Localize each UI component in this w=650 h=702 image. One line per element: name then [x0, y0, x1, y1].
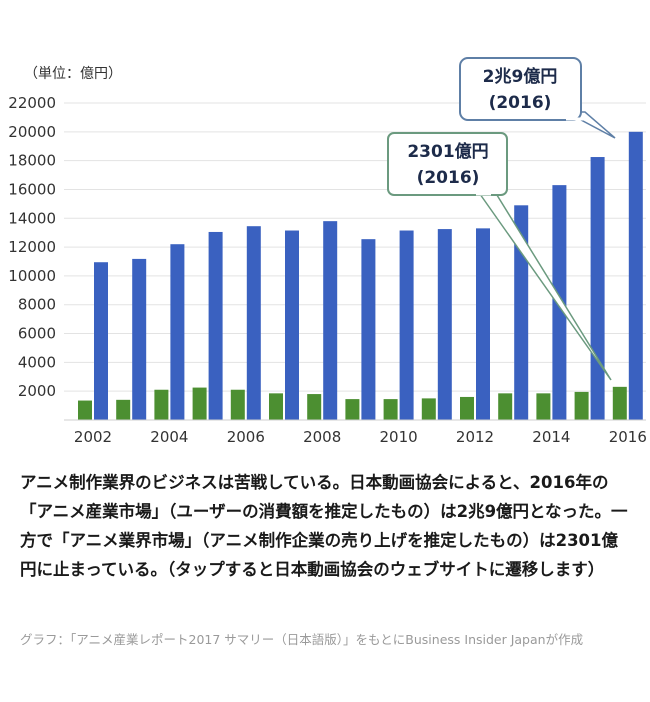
bar-market-2004: [170, 244, 185, 420]
grid-lines: [64, 102, 646, 392]
x-tick-label: 2006: [227, 428, 265, 446]
y-tick-label: 16000: [8, 180, 56, 198]
callout-industry-year: (2016): [417, 168, 480, 188]
bar-industry-2003: [116, 399, 131, 420]
y-tick-label: 8000: [18, 296, 56, 314]
x-tick-label: 2014: [532, 428, 570, 446]
callout-industry-value: 2301億円: [407, 141, 488, 162]
callout-industry: 2301億円 (2016): [387, 132, 612, 381]
bar-market-2013: [514, 205, 529, 420]
bar-industry-2011: [421, 398, 436, 420]
y-tick-label: 14000: [8, 209, 56, 227]
bar-industry-2007: [269, 393, 283, 420]
x-tick-label: 2012: [456, 428, 494, 446]
y-tick-label: 4000: [18, 353, 56, 371]
callout-market: 2兆9億円 (2016): [459, 57, 616, 139]
bar-industry-2005: [192, 387, 207, 420]
x-tick-label: 2010: [380, 428, 418, 446]
y-tick-label: 12000: [8, 238, 56, 256]
unit-label: （単位：億円）: [24, 66, 122, 82]
x-tick-label: 2016: [609, 428, 647, 446]
x-tick-label: 2004: [150, 428, 188, 446]
source-credit: グラフ：「アニメ産業レポート2017 サマリー（日本語版）」をもとにBusine…: [20, 632, 584, 647]
caption[interactable]: アニメ制作業界のビジネスは苦戦している。日本動画協会によると、2016年の「アニ…: [20, 473, 628, 579]
callout-market-value: 2兆9億円: [483, 66, 558, 87]
bar-market-2015: [590, 157, 605, 420]
bar-industry-2002: [78, 400, 92, 420]
bar-industry-2013: [498, 393, 513, 420]
bar-chart[interactable]: （単位：億円） 2000 4000 6000 8000 10000 12000 14000 1…: [0, 50, 650, 455]
bar-series-market: [94, 131, 643, 420]
bar-industry-2012: [460, 396, 474, 420]
bar-industry-2006: [230, 389, 245, 420]
x-tick-label: 2002: [74, 428, 112, 446]
bar-series-industry: [78, 386, 627, 420]
bar-market-2008: [323, 221, 338, 420]
bar-industry-2015: [574, 391, 589, 420]
bar-market-2002: [94, 262, 108, 420]
callout-industry-box: [387, 132, 508, 196]
y-axis-ticks: 2000 4000 6000 8000 10000 12000 14000 16000 1800…: [8, 94, 56, 400]
bar-market-2011: [437, 229, 452, 420]
bar-industry-2004: [154, 389, 169, 420]
bar-market-2009: [361, 239, 376, 420]
bar-industry-2009: [345, 399, 360, 420]
bar-market-2006: [246, 226, 261, 420]
y-tick-label: 22000: [8, 94, 56, 112]
y-tick-label: 20000: [8, 123, 56, 141]
y-tick-label: 10000: [8, 267, 56, 285]
callout-market-box: [459, 57, 582, 121]
bar-market-2016: [628, 131, 643, 420]
callout-market-year: (2016): [489, 93, 552, 113]
bar-industry-2016: [612, 386, 627, 420]
bar-market-2007: [285, 230, 299, 420]
y-tick-label: 18000: [8, 152, 56, 170]
bar-industry-2010: [383, 399, 398, 420]
x-tick-label: 2008: [303, 428, 341, 446]
bar-market-2010: [399, 230, 414, 420]
bar-industry-2008: [307, 394, 322, 420]
bar-industry-2014: [536, 393, 551, 420]
bar-market-2003: [132, 258, 147, 420]
bar-market-2005: [208, 231, 223, 420]
y-tick-label: 6000: [18, 325, 56, 343]
y-tick-label: 2000: [18, 382, 56, 400]
bar-market-2012: [476, 228, 490, 420]
x-axis-ticks: 2002 2004 2006 2008 2010 2012 2014 2016: [74, 428, 647, 446]
